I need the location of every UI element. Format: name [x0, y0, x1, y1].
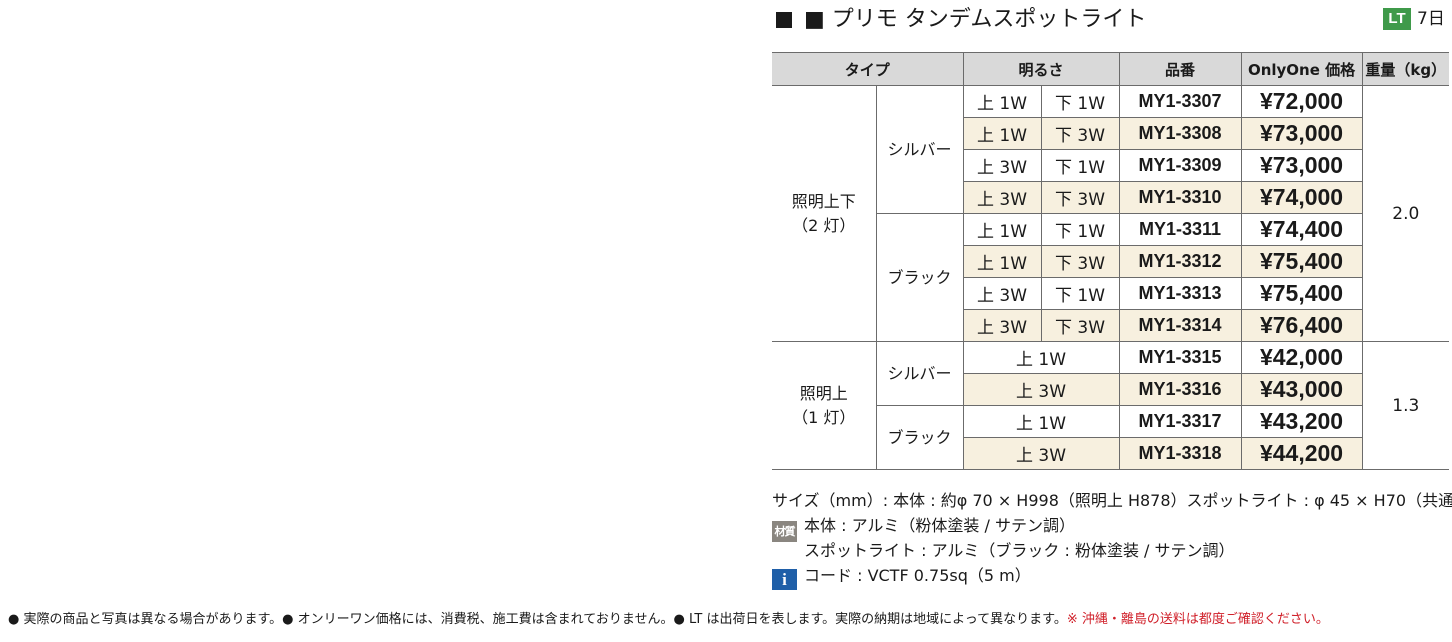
model-number: MY1-3311	[1118, 213, 1242, 246]
table-row: 上 1W 下 3W MY1-3312 ¥75,400	[772, 245, 1449, 278]
model-number: MY1-3307	[1118, 85, 1242, 118]
col-header-brightness: 明るさ	[962, 52, 1120, 86]
footer-text: ● 実際の商品と写真は異なる場合があります。● オンリーワン価格には、消費税、施…	[8, 612, 1067, 627]
type-lamp-count: （2 灯）	[792, 215, 856, 235]
brightness-down: 下 1W	[1040, 149, 1120, 182]
spec-block: サイズ（mm）: 本体 : 約φ 70 × H998（照明上 H878）スポット…	[772, 488, 1452, 590]
brightness-up: 上 3W	[963, 277, 1042, 310]
brightness-up: 上 1W	[962, 341, 1120, 374]
brightness-up: 上 3W	[963, 437, 1120, 470]
model-number: MY1-3316	[1118, 373, 1242, 406]
brightness-down: 下 3W	[1040, 309, 1120, 342]
col-header-type: タイプ	[772, 52, 964, 86]
brightness-up: 上 1W	[962, 213, 1042, 246]
price: ¥73,000	[1240, 117, 1363, 150]
weight-cell: 2.0	[1361, 85, 1450, 342]
info-icon: i	[772, 569, 797, 590]
brightness-down: 下 1W	[1040, 277, 1120, 310]
model-number: MY1-3313	[1118, 277, 1242, 310]
product-table: タイプ 明るさ 品番 OnlyOne 価格 重量（kg） 照明上下 （2 灯） …	[772, 52, 1450, 470]
model-number: MY1-3318	[1118, 437, 1242, 470]
cord-text: コード : VCTF 0.75sq（5 m）	[804, 566, 1031, 585]
lt-badge: LT	[1383, 8, 1411, 30]
lt-days: 7日	[1417, 9, 1445, 29]
brightness-down: 下 3W	[1040, 181, 1120, 214]
table-row: 照明上 （1 灯） シルバー 上 1W MY1-3315 ¥42,000 1.3	[772, 341, 1450, 470]
material-line: 材質 本体 : アルミ（粉体塗装 / サテン調）	[772, 513, 1450, 542]
material-icon: 材質	[772, 521, 797, 542]
title-row: ■ プリモ タンデムスポットライト LT 7日	[774, 4, 1450, 38]
footer-warning: ※ 沖縄・離島の送料は都度ご確認ください。	[1066, 612, 1329, 627]
brightness-down: 下 3W	[1040, 117, 1120, 150]
model-number: MY1-3308	[1118, 117, 1242, 150]
price: ¥73,000	[1240, 149, 1363, 182]
model-number: MY1-3312	[1118, 245, 1242, 278]
price: ¥74,000	[1240, 181, 1363, 214]
col-header-price: OnlyOne 価格	[1240, 52, 1363, 86]
model-number: MY1-3314	[1118, 309, 1242, 342]
model-number: MY1-3315	[1118, 341, 1242, 374]
type-name: 照明上	[799, 383, 848, 403]
brightness-up: 上 1W	[962, 85, 1042, 118]
type-lamp-count: （1 灯）	[792, 407, 856, 427]
brightness-down: 下 1W	[1040, 85, 1120, 118]
price: ¥76,400	[1240, 309, 1363, 342]
type-name: 照明上下	[791, 191, 856, 211]
finish-cell: ブラック	[876, 405, 964, 470]
brightness-up: 上 1W	[962, 405, 1120, 438]
finish-cell: シルバー	[875, 85, 964, 214]
brightness-up: 上 3W	[963, 181, 1042, 214]
table-row: 上 3W 下 3W MY1-3310 ¥74,000	[772, 181, 1449, 214]
table-row: 照明上下 （2 灯） シルバー 上 1W 下 1W MY1-3307 ¥72,0…	[772, 85, 1450, 342]
type-cell: 照明上下 （2 灯）	[772, 85, 877, 342]
table-row: 上 3W MY1-3318 ¥44,200	[772, 437, 1449, 470]
size-line: サイズ（mm）: 本体 : 約φ 70 × H998（照明上 H878）スポット…	[772, 491, 1452, 510]
brightness-down: 下 1W	[1040, 213, 1120, 246]
weight-cell: 1.3	[1361, 341, 1450, 470]
page-title: ■ プリモ タンデムスポットライト	[804, 7, 1147, 32]
finish-cell: ブラック	[876, 213, 964, 342]
footer-note: ● 実際の商品と写真は異なる場合があります。● オンリーワン価格には、消費税、施…	[8, 609, 1448, 631]
price: ¥75,400	[1240, 277, 1363, 310]
price: ¥43,200	[1240, 405, 1363, 438]
col-header-weight: 重量（kg）	[1361, 52, 1450, 86]
table-row: 上 3W 下 3W MY1-3314 ¥76,400	[772, 309, 1449, 342]
table-row: ブラック 上 1W 下 1W MY1-3311 ¥74,400	[772, 213, 1449, 342]
finish-cell: シルバー	[875, 341, 964, 406]
brightness-down: 下 3W	[1040, 245, 1120, 278]
price: ¥43,000	[1240, 373, 1363, 406]
type-cell: 照明上 （1 灯）	[772, 341, 877, 470]
price: ¥75,400	[1240, 245, 1363, 278]
table-row: 上 3W 下 1W MY1-3309 ¥73,000	[772, 149, 1449, 182]
brightness-up: 上 1W	[963, 117, 1042, 150]
brightness-up: 上 3W	[963, 373, 1120, 406]
brightness-up: 上 1W	[963, 245, 1042, 278]
model-number: MY1-3310	[1118, 181, 1242, 214]
price: ¥72,000	[1240, 85, 1363, 118]
model-number: MY1-3309	[1118, 149, 1242, 182]
price: ¥42,000	[1240, 341, 1363, 374]
brightness-up: 上 3W	[963, 149, 1042, 182]
material-spot-line: スポットライト : アルミ（ブラック : 粉体塗装 / サテン調）	[804, 541, 1235, 560]
price: ¥74,400	[1240, 213, 1363, 246]
brightness-up: 上 3W	[963, 309, 1042, 342]
table-header-row: タイプ 明るさ 品番 OnlyOne 価格 重量（kg）	[772, 52, 1450, 86]
material-body: 本体 : アルミ（粉体塗装 / サテン調）	[804, 516, 1075, 535]
title-square-icon	[776, 12, 792, 28]
model-number: MY1-3317	[1118, 405, 1242, 438]
col-header-model: 品番	[1118, 52, 1242, 86]
table-row: ブラック 上 1W MY1-3317 ¥43,200	[772, 405, 1449, 470]
cord-line: i コード : VCTF 0.75sq（5 m）	[772, 563, 1450, 590]
price: ¥44,200	[1240, 437, 1363, 470]
